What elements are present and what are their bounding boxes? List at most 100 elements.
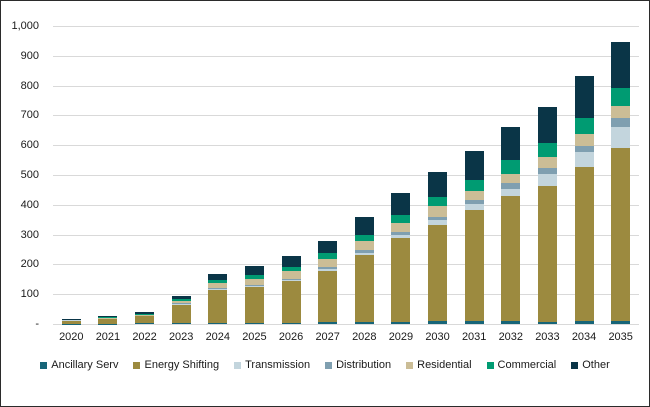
bar-slot-2023 — [163, 26, 200, 324]
legend-marker-icon — [571, 362, 579, 369]
bar-2028 — [354, 217, 374, 324]
bar-segment-commercial — [244, 275, 264, 279]
bar-segment-other — [244, 265, 264, 276]
bar-segment-ancillary-serv — [135, 323, 155, 324]
bar-segment-energy-shifting — [135, 316, 155, 324]
bar-2035 — [611, 42, 631, 324]
bar-segment-residential — [537, 156, 557, 168]
bar-segment-commercial — [391, 215, 411, 223]
x-tick-label: 2024 — [205, 331, 231, 343]
y-tick-label: 800 — [20, 79, 39, 92]
bar-segment-other — [171, 296, 191, 299]
legend-marker-icon — [486, 362, 494, 369]
bar-segment-commercial — [171, 298, 191, 301]
y-axis: - 100 200 300 400 500 600 700 800 900 1,000 — [1, 20, 45, 330]
bar-segment-residential — [281, 271, 301, 280]
x-tick-label: 2025 — [242, 331, 267, 343]
x-tick-label: 2020 — [59, 331, 84, 343]
bar-segment-commercial — [464, 180, 484, 191]
bar-segment-transmission — [428, 220, 448, 225]
bar-segment-ancillary-serv — [501, 321, 521, 324]
bar-segment-energy-shifting — [98, 319, 118, 324]
bar-segment-other — [318, 241, 338, 253]
x-tick-label: 2032 — [498, 331, 524, 343]
gridline — [53, 234, 639, 236]
bar-segment-distribution — [318, 266, 338, 269]
legend-item-residential: Residential — [406, 359, 472, 372]
bar-slot-2033 — [529, 26, 566, 324]
bar-segment-transmission — [611, 126, 631, 148]
bar-segment-residential — [501, 173, 521, 184]
bar-2032 — [501, 127, 521, 324]
bar-segment-commercial — [537, 142, 557, 157]
legend-label: Ancillary Serv — [51, 359, 119, 371]
bar-segment-commercial — [135, 313, 155, 315]
bar-segment-distribution — [354, 249, 374, 253]
bar-segment-transmission — [171, 304, 191, 306]
legend: Ancillary Serv Energy Shifting Transmissio… — [1, 359, 649, 372]
x-tick-label: 2023 — [168, 331, 194, 343]
bar-segment-energy-shifting — [318, 270, 338, 323]
legend-item-ancillary-serv: Ancillary Serv — [40, 359, 118, 372]
y-tick-label: 900 — [20, 49, 39, 62]
x-tick-label: 2035 — [608, 331, 633, 343]
legend-marker-icon — [40, 362, 48, 369]
y-tick-label: 400 — [20, 198, 39, 211]
bar-2034 — [574, 76, 594, 324]
bar-segment-commercial — [208, 280, 228, 283]
bar-segment-commercial — [611, 88, 631, 106]
gridline — [53, 264, 639, 266]
bar-segment-energy-shifting — [61, 320, 81, 324]
bar-segment-distribution — [391, 231, 411, 235]
bar-segment-other — [574, 76, 594, 118]
bar-segment-residential — [574, 133, 594, 146]
legend-item-transmission: Transmission — [234, 359, 310, 372]
bar-segment-other — [354, 217, 374, 235]
bar-2020 — [61, 319, 81, 324]
legend-item-energy-shifting: Energy Shifting — [133, 359, 219, 372]
bar-slot-2031 — [456, 26, 493, 324]
gridline — [53, 204, 639, 206]
gridline — [53, 294, 639, 296]
bar-2026 — [281, 256, 301, 324]
bar-slot-2035 — [602, 26, 639, 324]
bar-segment-transmission — [391, 234, 411, 238]
legend-marker-icon — [234, 362, 242, 369]
bar-segment-transmission — [281, 280, 301, 282]
bar-segment-energy-shifting — [537, 186, 557, 322]
bar-segment-residential — [611, 105, 631, 118]
bar-segment-energy-shifting — [428, 224, 448, 322]
y-tick-label: 700 — [20, 109, 39, 122]
bar-segment-transmission — [244, 285, 264, 288]
legend-item-other: Other — [571, 359, 610, 372]
bar-segment-commercial — [281, 267, 301, 272]
x-tick-label: 2028 — [352, 331, 377, 343]
bar-2033 — [537, 106, 557, 324]
bar-segment-other — [281, 256, 301, 268]
bar-slot-2021 — [90, 26, 127, 324]
y-tick-label: 500 — [20, 169, 39, 181]
legend-item-commercial: Commercial — [486, 359, 556, 372]
bar-segment-distribution — [537, 167, 557, 174]
legend-label: Transmission — [245, 359, 311, 371]
bar-segment-energy-shifting — [244, 287, 264, 323]
gridline — [53, 115, 639, 117]
bar-slot-2026 — [273, 26, 310, 324]
bar-segment-distribution — [428, 217, 448, 221]
bar-segment-ancillary-serv — [354, 321, 374, 324]
bar-segment-residential — [208, 282, 228, 288]
bar-segment-commercial — [574, 117, 594, 134]
legend-label: Energy Shifting — [144, 359, 220, 371]
bar-slot-2030 — [419, 26, 456, 324]
bar-segment-energy-shifting — [281, 281, 301, 323]
bar-segment-residential — [354, 241, 374, 250]
bar-slot-2029 — [383, 26, 420, 324]
bar-segment-other — [428, 172, 448, 197]
bar-segment-ancillary-serv — [244, 322, 264, 324]
bar-segment-ancillary-serv — [428, 321, 448, 324]
bar-segment-distribution — [244, 284, 264, 286]
gridline — [53, 324, 639, 325]
y-tick-label: 100 — [20, 288, 39, 301]
y-tick-label: 200 — [20, 258, 39, 271]
legend-label: Distribution — [336, 359, 392, 371]
